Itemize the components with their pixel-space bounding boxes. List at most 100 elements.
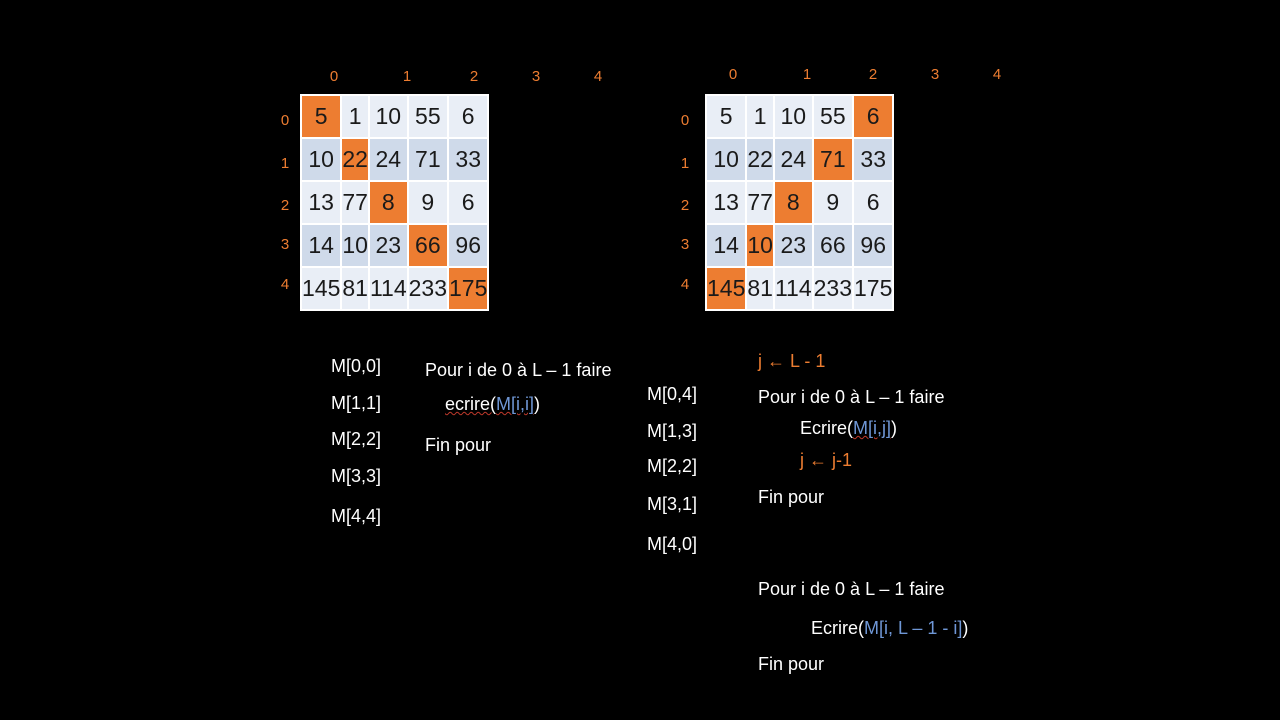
matrix-cell: 14 [704,223,748,268]
matrix-cell-highlighted: 10 [745,223,775,268]
row-header: 4 [680,276,690,293]
loop-header: Pour i de 0 à L – 1 faire [425,360,612,380]
matrix-cell: 114 [772,266,814,311]
write-statement: ecrire(M[i,i]) [445,394,540,415]
matrix-cell-highlighted: 145 [704,266,748,311]
write-function: Ecrire( [800,418,853,438]
anti-diagonal-element: M[1,3] [647,421,698,441]
matrix-cell: 13 [704,180,748,225]
matrix-table: 5 1 10 55 6 10 22 24 71 33 13 77 8 9 6 1… [704,94,895,311]
row-header: 3 [280,236,290,253]
col-header: 0 [329,68,339,85]
matrix-cell: 10 [704,137,748,182]
row-header: 1 [280,155,290,172]
matrix-cell: 114 [367,266,409,311]
anti-diagonal-element: M[0,4] [647,384,698,404]
matrix-cell: 24 [367,137,409,182]
matrix-cell: 6 [447,180,490,225]
write-argument: M[i,i] [496,394,535,414]
write-close: ) [891,418,897,438]
matrix-cell: 23 [367,223,409,268]
loop-header: Pour i de 0 à L – 1 faire [758,387,945,407]
matrix-cell-highlighted: 8 [367,180,409,225]
matrix-cell: 55 [406,94,450,139]
write2-argument: M[i, L – 1 - i] [864,618,963,638]
write-argument: M[i,j] [853,418,891,438]
matrix-cell: 14 [299,223,343,268]
matrix-cell: 55 [811,94,855,139]
matrix-cell: 10 [340,223,370,268]
matrix-cell: 10 [299,137,343,182]
matrix-cell: 66 [811,223,855,268]
anti-diagonal-element: M[2,2] [647,456,698,476]
matrix-cell: 145 [299,266,343,311]
col-header: 1 [802,66,812,83]
matrix-cell: 5 [704,94,748,139]
matrix-cell: 33 [447,137,490,182]
matrix-cell: 233 [406,266,450,311]
matrix-cell: 96 [447,223,490,268]
write-statement: Ecrire(M[i,j]) [800,418,897,439]
matrix-cell: 9 [811,180,855,225]
matrix-cell-highlighted: 71 [811,137,855,182]
matrix-cell: 10 [367,94,409,139]
row-header: 4 [280,276,290,293]
diagonal-element: M[2,2] [331,429,382,449]
matrix-cell: 175 [852,266,895,311]
col-header: 2 [868,66,878,83]
matrix-cell: 81 [745,266,775,311]
matrix-cell: 1 [340,94,370,139]
row-header: 2 [680,197,690,214]
matrix-cell: 13 [299,180,343,225]
row-header: 3 [680,236,690,253]
matrix-cell: 6 [852,180,895,225]
matrix-cell: 1 [745,94,775,139]
row-header: 0 [680,112,690,129]
write2-statement: Ecrire(M[i, L – 1 - i]) [811,618,968,639]
matrix-cell: 23 [772,223,814,268]
matrix-cell-highlighted: 175 [447,266,490,311]
anti-diagonal-element: M[3,1] [647,494,698,514]
col-header: 3 [531,68,541,85]
matrix-cell: 24 [772,137,814,182]
matrix-cell: 22 [745,137,775,182]
matrix-cell: 81 [340,266,370,311]
matrix-cell: 10 [772,94,814,139]
loop2-header: Pour i de 0 à L – 1 faire [758,579,945,599]
matrix-cell: 96 [852,223,895,268]
matrix-cell-highlighted: 8 [772,180,814,225]
matrix-cell: 233 [811,266,855,311]
col-header: 4 [992,66,1002,83]
loop-end: Fin pour [758,487,825,507]
col-header: 4 [593,68,603,85]
col-header: 0 [728,66,738,83]
matrix-cell-highlighted: 6 [852,94,895,139]
diagonal-element: M[4,4] [331,506,382,526]
matrix-cell: 6 [447,94,490,139]
anti-diagonal-element: M[4,0] [647,534,698,554]
matrix-cell: 33 [852,137,895,182]
matrix-cell-highlighted: 5 [299,94,343,139]
matrix-cell-highlighted: 22 [340,137,370,182]
init-statement: j ← L - 1 [758,351,826,371]
col-header: 3 [930,66,940,83]
write-function: ecrire( [445,394,497,414]
diagonal-element: M[1,1] [331,393,382,413]
matrix-cell-highlighted: 66 [406,223,450,268]
loop2-end: Fin pour [758,654,825,674]
col-header: 1 [402,68,412,85]
matrix-cell: 77 [745,180,775,225]
col-header: 2 [469,68,479,85]
decrement-statement: j ← j-1 [800,450,853,470]
row-header: 2 [280,197,290,214]
write-close: ) [534,394,541,414]
diagonal-element: M[3,3] [331,466,382,486]
loop-end: Fin pour [425,435,492,455]
row-header: 0 [280,112,290,129]
write2-close: ) [962,618,969,638]
matrix-cell: 77 [340,180,370,225]
row-header: 1 [680,155,690,172]
diagonal-element: M[0,0] [331,356,382,376]
write2-function: Ecrire( [811,618,864,638]
matrix-cell: 71 [406,137,450,182]
